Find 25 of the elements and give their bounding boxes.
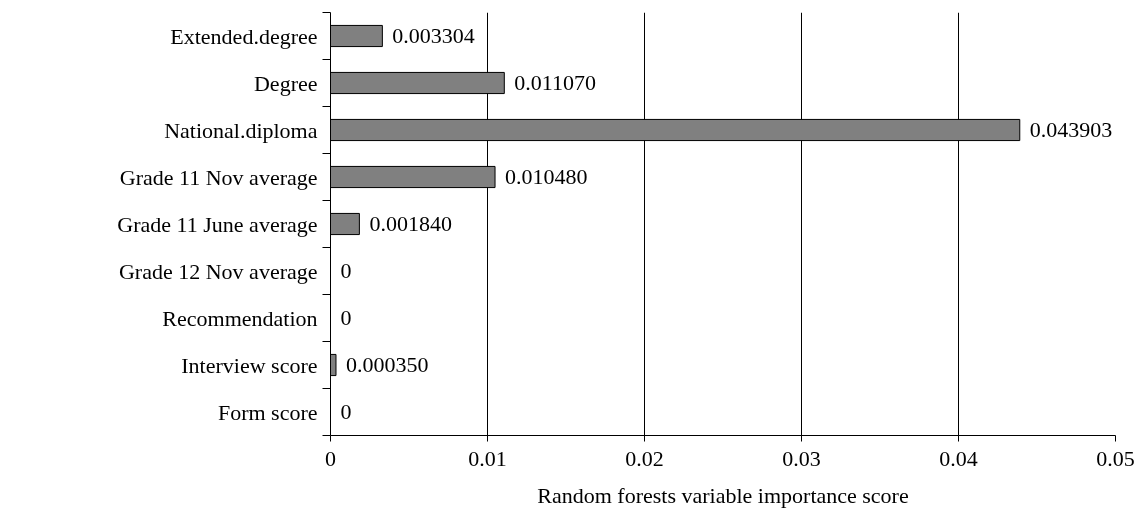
- y-tick-label: National.diploma: [164, 117, 318, 143]
- y-tick-label: Recommendation: [162, 305, 318, 331]
- data-label: 0.003304: [392, 23, 475, 48]
- data-label: 0.010480: [505, 164, 588, 189]
- x-tick-label: 0.03: [782, 445, 821, 471]
- data-label: 0: [340, 258, 352, 283]
- data-label: 0: [340, 305, 352, 330]
- y-tick-label: Grade 11 June average: [117, 211, 318, 237]
- data-label: 0.043903: [1029, 117, 1113, 142]
- data-label: 0.000350: [345, 352, 429, 377]
- x-tick-label: 0.04: [939, 445, 978, 471]
- x-tick-label: 0.05: [1096, 445, 1135, 471]
- x-axis-title: Random forests variable importance score: [537, 482, 909, 508]
- data-label: 0.011070: [514, 70, 596, 95]
- y-tick-label: Interview score: [181, 352, 318, 378]
- x-tick-label: 0.02: [625, 445, 664, 471]
- y-tick-label: Degree: [253, 70, 318, 96]
- x-tick-label: 0: [325, 445, 336, 471]
- y-tick-label: Form score: [217, 399, 318, 425]
- data-label: 0.001840: [369, 211, 452, 236]
- data-label: 0: [340, 399, 352, 424]
- y-tick-label: Grade 12 Nov average: [118, 258, 318, 284]
- y-tick-label: Extended.degree: [170, 23, 318, 49]
- x-tick-label: 0.01: [468, 445, 507, 471]
- y-tick-label: Grade 11 Nov average: [119, 164, 318, 190]
